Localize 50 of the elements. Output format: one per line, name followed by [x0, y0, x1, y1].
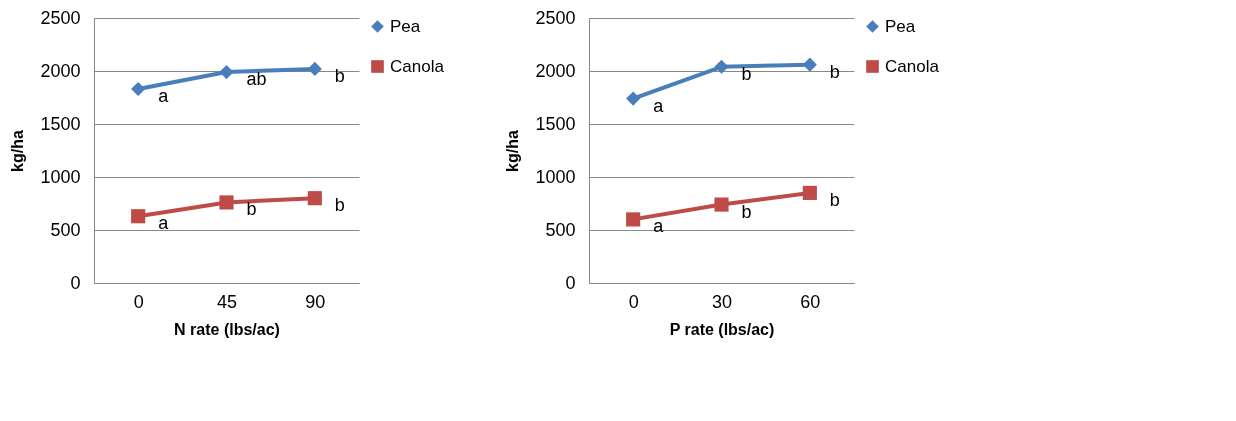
annotation: b: [829, 61, 840, 82]
x-axis-title: N rate (lbs/ac): [174, 320, 280, 338]
annotation: b: [334, 65, 345, 86]
annotation: a: [158, 213, 170, 234]
y-tick-label: 1500: [535, 113, 576, 134]
x-tick-label: 60: [800, 291, 821, 312]
point: [307, 191, 322, 206]
point: [714, 197, 729, 212]
annotation: ab: [246, 69, 267, 90]
point: [626, 91, 641, 106]
annotation: b: [246, 199, 257, 220]
annotation: b: [741, 63, 752, 84]
x-tick-label: 90: [305, 291, 326, 312]
point: [802, 185, 817, 200]
point: [714, 59, 729, 74]
y-tick-label: 500: [545, 219, 576, 240]
legend-label: Canola: [390, 56, 445, 76]
y-tick-label: 2500: [535, 7, 576, 28]
annotation: b: [334, 195, 345, 216]
point: [131, 209, 146, 224]
x-tick-label: 0: [628, 291, 639, 312]
legend-label: Canola: [885, 56, 940, 76]
y-tick-label: 1000: [40, 166, 81, 187]
annotation: a: [653, 95, 665, 116]
point: [307, 61, 322, 76]
x-tick-label: 0: [133, 291, 144, 312]
point: [219, 195, 234, 210]
x-axis-title: P rate (lbs/ac): [669, 320, 775, 338]
y-tick-label: 1500: [40, 113, 81, 134]
x-tick-label: 30: [711, 291, 733, 312]
y-tick-label: 500: [50, 219, 81, 240]
point: [219, 64, 234, 80]
annotation: b: [829, 189, 840, 210]
annotation: b: [741, 201, 752, 222]
legend-label: Pea: [390, 16, 421, 36]
y-tick-label: 2000: [535, 60, 576, 81]
x-tick-label: 45: [216, 291, 238, 312]
annotation: a: [653, 216, 665, 237]
legend-label: Pea: [885, 16, 916, 36]
y-tick-label: 0: [70, 272, 81, 293]
y-tick-label: 2500: [40, 7, 81, 28]
y-tick-label: 2000: [40, 60, 81, 81]
y-axis-title: kg/ha: [9, 130, 27, 172]
annotation: a: [158, 86, 170, 107]
point: [131, 81, 146, 97]
point: [802, 57, 817, 72]
y-tick-label: 0: [565, 272, 576, 293]
point: [626, 212, 641, 227]
y-tick-label: 1000: [535, 166, 576, 187]
y-axis-title: kg/ha: [504, 130, 522, 172]
